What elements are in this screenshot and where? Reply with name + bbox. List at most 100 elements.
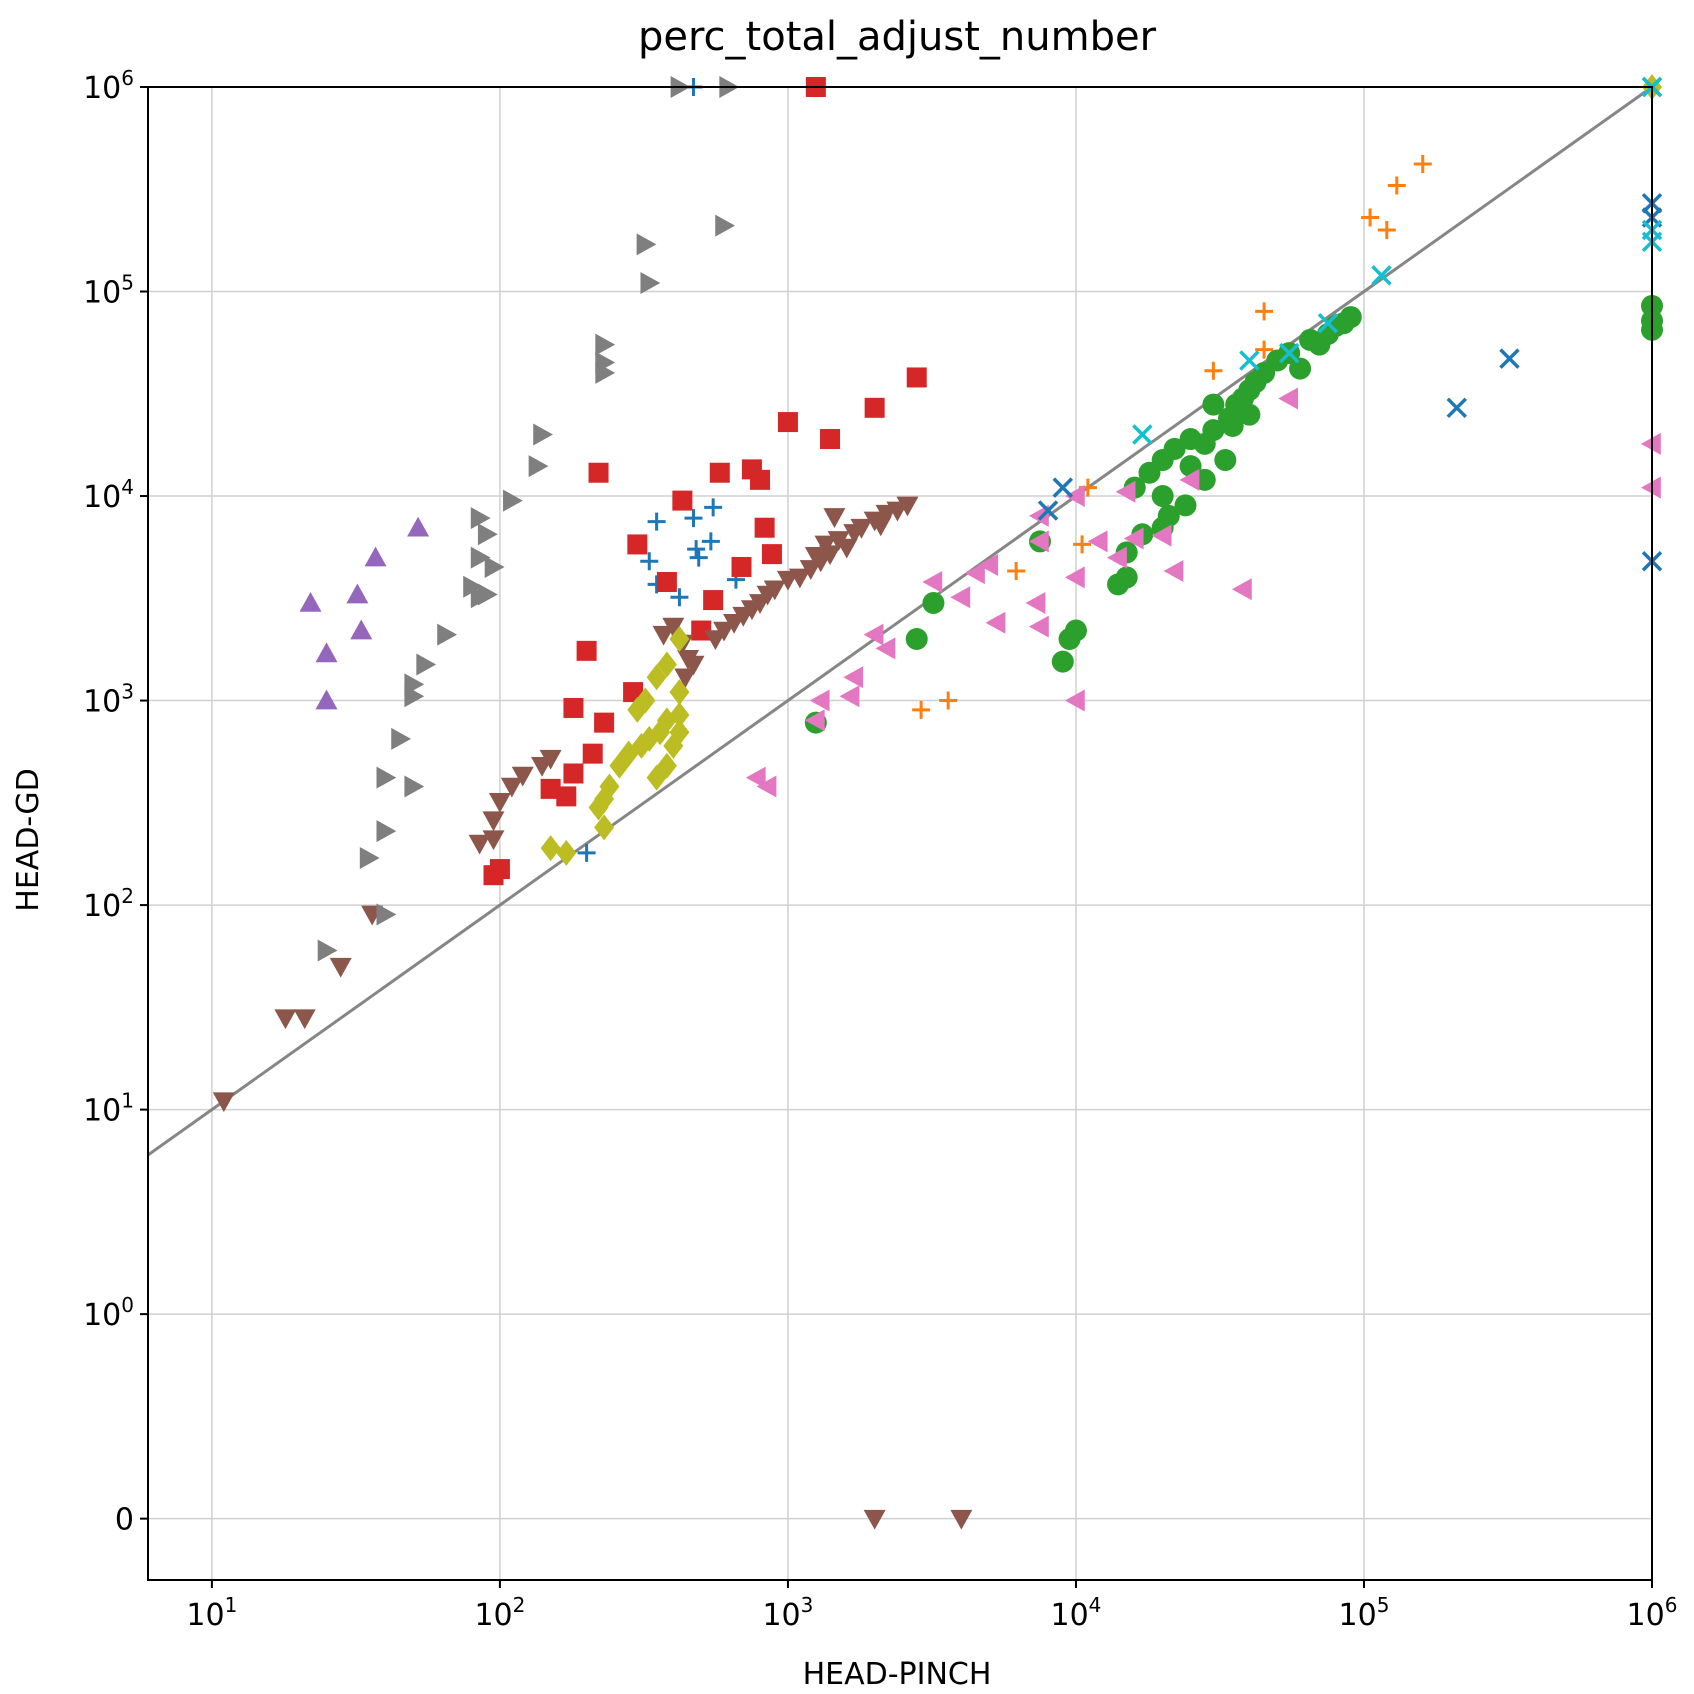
data-point-diamond xyxy=(646,664,667,691)
data-point-x xyxy=(1317,312,1339,334)
data-point-triangle-right xyxy=(317,939,338,962)
data-point-diamond xyxy=(540,835,561,862)
data-point-square xyxy=(672,490,693,511)
data-point-triangle-left xyxy=(1064,566,1085,589)
data-point-circle xyxy=(1058,627,1081,650)
data-point-triangle-right xyxy=(391,727,412,750)
data-point-triangle-right xyxy=(463,575,484,598)
data-point-triangle-right xyxy=(404,685,425,708)
data-point-triangle-right xyxy=(376,903,397,926)
data-point-triangle-left xyxy=(745,766,766,789)
data-point-triangle-right xyxy=(437,623,458,646)
data-point-triangle-down xyxy=(776,570,799,591)
tick-labels: 101 102 103 104 105 106 0 100 101 102 103 104 105 106 xyxy=(83,66,1677,1633)
data-point-triangle-left xyxy=(839,685,860,708)
data-point-triangle-right xyxy=(376,766,397,789)
y-tick-label: 0 xyxy=(115,1503,134,1538)
data-point-x xyxy=(1239,350,1260,371)
data-point-triangle-left xyxy=(1163,560,1184,583)
data-point-triangle-down xyxy=(835,538,858,559)
data-point-triangle-down xyxy=(804,547,827,567)
data-point-triangle-down xyxy=(723,614,746,634)
data-point-triangle-left xyxy=(1028,530,1049,553)
data-point-plus xyxy=(939,691,958,710)
data-point-diamond xyxy=(627,696,648,723)
data-point-plus xyxy=(670,588,689,607)
data-point-square xyxy=(563,763,584,784)
data-point-square xyxy=(864,397,885,418)
data-point-triangle-down xyxy=(843,524,866,544)
data-point-triangle-right xyxy=(416,653,437,676)
data-point-triangle-left xyxy=(985,611,1006,634)
x-tick-label: 104 xyxy=(1050,1593,1101,1633)
data-point-triangle-right xyxy=(640,272,661,295)
data-point-triangle-down xyxy=(511,766,534,787)
data-point-square xyxy=(540,778,561,799)
data-point-triangle-up xyxy=(299,591,322,612)
data-point-plus xyxy=(704,498,723,517)
data-point-triangle-left xyxy=(1123,527,1144,550)
data-point-triangle-down xyxy=(482,811,505,832)
data-point-triangle-left xyxy=(875,637,896,660)
data-point-plus xyxy=(1361,208,1380,227)
data-point-plus xyxy=(684,509,703,528)
data-point-square xyxy=(820,429,841,450)
data-point-circle xyxy=(1316,322,1339,345)
data-point-diamond xyxy=(669,719,690,746)
data-point-diamond xyxy=(656,651,677,678)
data-point-x xyxy=(1052,477,1074,498)
data-point-plus xyxy=(687,540,706,559)
data-point-circle xyxy=(922,591,945,614)
data-point-plus xyxy=(689,548,708,567)
chart-title: perc_total_adjust_number xyxy=(638,14,1157,60)
data-point-triangle-right xyxy=(470,507,491,530)
data-point-triangle-down xyxy=(329,957,352,978)
data-point-plus xyxy=(647,512,666,531)
data-point-triangle-down xyxy=(869,516,892,537)
data-point-triangle-down xyxy=(482,830,505,851)
data-point-square xyxy=(731,556,752,577)
data-point-square xyxy=(703,590,724,611)
x-tick-label: 106 xyxy=(1627,1593,1678,1633)
data-point-triangle-up xyxy=(315,689,338,710)
data-point-circle xyxy=(1179,428,1202,451)
data-point-plus xyxy=(1255,302,1274,321)
data-point-plus xyxy=(1204,361,1223,380)
x-tick-label: 102 xyxy=(474,1593,525,1633)
data-point-triangle-left xyxy=(1278,387,1298,410)
y-tick-label: 103 xyxy=(83,680,134,720)
data-point-triangle-right xyxy=(376,820,397,843)
data-point-triangle-left xyxy=(804,709,825,732)
data-point-triangle-left xyxy=(1087,530,1108,553)
data-point-plus xyxy=(1413,155,1432,174)
data-point-triangle-down xyxy=(863,1509,886,1530)
data-point-triangle-left xyxy=(843,666,864,689)
data-point-triangle-left xyxy=(1028,615,1049,638)
data-point-triangle-right xyxy=(595,333,616,356)
grid xyxy=(148,86,1653,1580)
data-point-triangle-left xyxy=(1028,504,1049,527)
data-point-triangle-left xyxy=(1115,480,1136,503)
data-point-triangle-right xyxy=(715,214,736,237)
data-point-square xyxy=(906,367,927,388)
data-point-x xyxy=(1037,500,1059,521)
data-point-circle xyxy=(1221,415,1244,438)
plot-border xyxy=(147,86,1653,1581)
data-point-square xyxy=(594,712,615,733)
data-point-triangle-left xyxy=(1151,524,1172,547)
data-point-triangle-left xyxy=(1179,468,1200,491)
data-point-triangle-up xyxy=(407,516,430,537)
y-tick-label: 102 xyxy=(83,884,134,924)
reference-line xyxy=(147,85,1653,1157)
data-point-square xyxy=(777,412,798,433)
data-point-square xyxy=(627,534,648,555)
data-point-triangle-down xyxy=(682,655,705,676)
data-point-triangle-down xyxy=(293,1009,316,1030)
data-point-diamond xyxy=(588,794,609,821)
data-point-triangle-down xyxy=(274,1009,297,1030)
data-point-triangle-down xyxy=(814,535,837,556)
data-point-square xyxy=(691,620,712,641)
x-axis-label: HEAD-PINCH xyxy=(803,1657,992,1692)
